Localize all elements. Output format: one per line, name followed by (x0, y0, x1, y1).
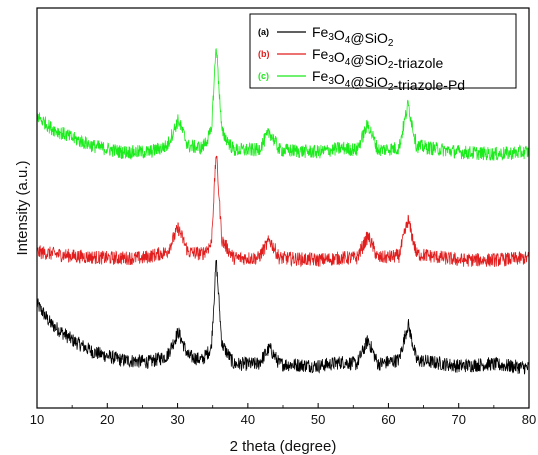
series-layer (36, 48, 530, 375)
y-axis-title: Intensity (a.u.) (14, 160, 31, 255)
x-tick-label-10: 10 (30, 412, 44, 427)
legend-label-b: Fe3O4@SiO2-triazole (312, 46, 443, 71)
x-tick-label-70: 70 (451, 412, 465, 427)
legend-label-a: Fe3O4@SiO2 (312, 24, 394, 49)
x-tick-label-80: 80 (522, 412, 536, 427)
series-line-c (36, 48, 530, 161)
x-tick-label-40: 40 (241, 412, 255, 427)
x-tick-label-30: 30 (170, 412, 184, 427)
x-tick-label-60: 60 (381, 412, 395, 427)
x-axis: 10 20 30 40 50 60 70 80 (30, 403, 536, 427)
legend-tag-a: (a) (258, 27, 269, 37)
legend-tag-b: (b) (258, 49, 270, 59)
legend-tag-c: (c) (258, 71, 269, 81)
x-tick-label-20: 20 (100, 412, 114, 427)
legend: (a) Fe3O4@SiO2 (b) Fe3O4@SiO2-triazole (c) Fe… (249, 13, 517, 93)
series-line-a (36, 259, 530, 375)
x-axis-title: 2 theta (degree) (230, 438, 337, 455)
x-tick-label-50: 50 (311, 412, 325, 427)
legend-label-c: Fe3O4@SiO2-triazole-Pd (312, 68, 465, 93)
series-line-b (36, 155, 530, 268)
